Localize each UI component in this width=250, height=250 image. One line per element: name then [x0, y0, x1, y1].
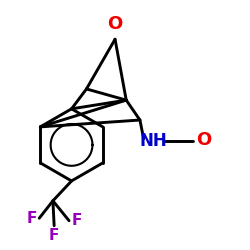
Text: O: O [196, 131, 211, 149]
Text: F: F [72, 213, 82, 228]
Text: NH: NH [140, 132, 168, 150]
Text: F: F [49, 228, 59, 243]
Text: F: F [26, 211, 37, 226]
Text: O: O [108, 15, 123, 33]
